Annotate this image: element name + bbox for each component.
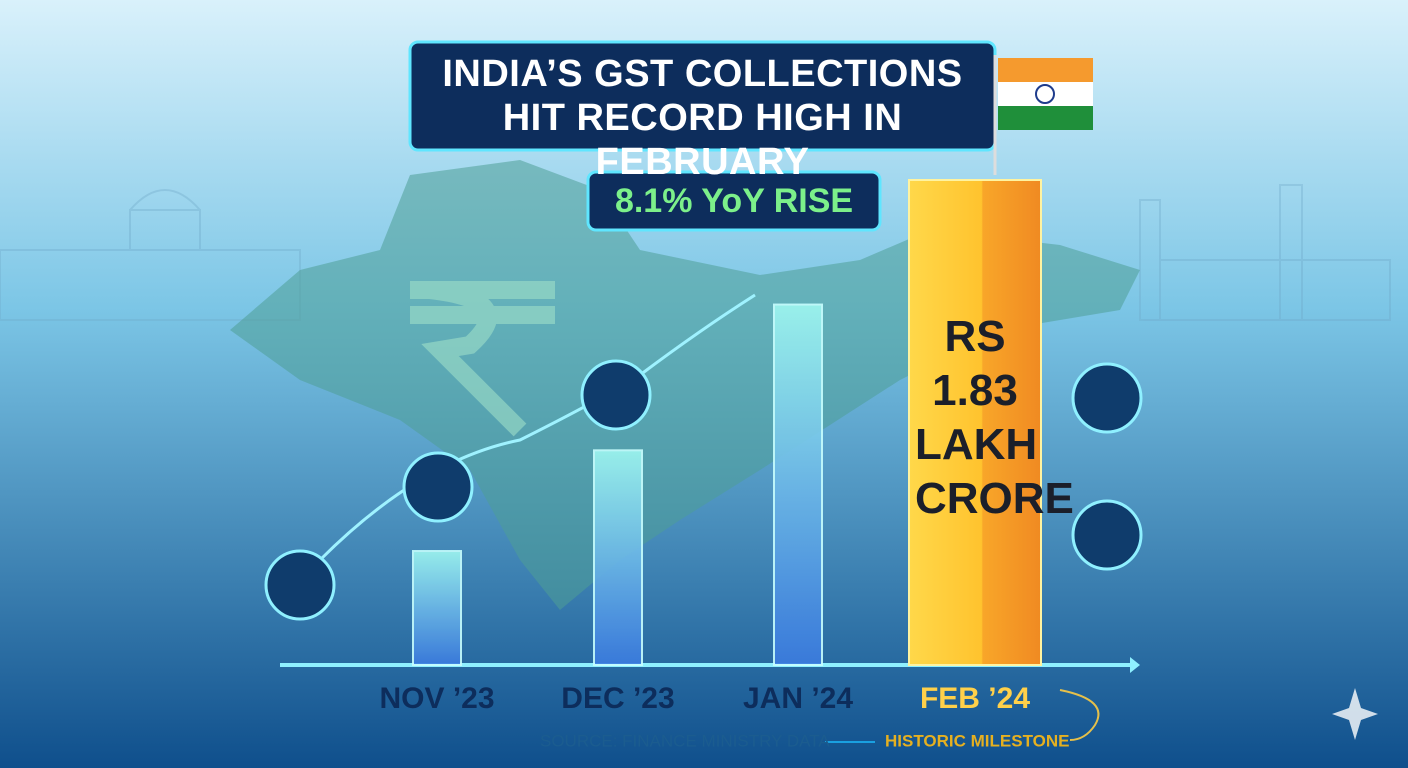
yoy-annotation: 8.1% YoY RISE [614,182,854,220]
chart-title: INDIA’S GST COLLECTIONS HIT RECORD HIGH … [442,53,963,183]
value-label: RS 1.83 LAKH CRORE [915,312,1074,523]
bar [412,550,462,667]
sparkle [1332,688,1378,740]
x-tick-label: NOV ’23 [379,682,494,715]
icons [264,359,1143,621]
x-tick-label: DEC ’23 [561,682,674,715]
bar [593,449,643,667]
yoy-box [586,170,882,232]
source-note: SOURCE: FINANCE MINISTRY DATA [540,731,830,750]
bar [908,179,1042,666]
x-tick-label: JAN ’24 [743,682,853,715]
milestone-arrow [1059,689,1100,741]
x-tick-label: FEB ’24 [920,682,1030,715]
milestone-note: HISTORIC MILESTONE [885,731,1070,750]
flag [993,55,1093,175]
bar [773,303,823,666]
rupee-symbol [410,281,555,437]
axis-arrow [1130,657,1140,673]
